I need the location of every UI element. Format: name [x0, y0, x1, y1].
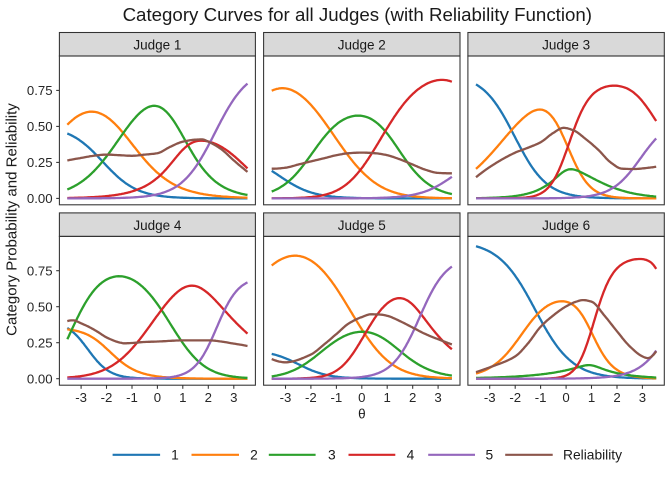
svg-text:0: 0 [154, 390, 161, 405]
svg-text:Judge 3: Judge 3 [542, 38, 590, 53]
svg-text:Judge 2: Judge 2 [338, 38, 386, 53]
svg-text:Judge 5: Judge 5 [338, 218, 386, 233]
svg-text:4: 4 [407, 447, 415, 462]
svg-text:Reliability: Reliability [563, 447, 622, 462]
svg-text:-1: -1 [535, 390, 547, 405]
svg-text:0.00: 0.00 [27, 371, 53, 386]
svg-text:2: 2 [205, 390, 212, 405]
svg-text:3: 3 [230, 390, 237, 405]
svg-text:0.25: 0.25 [27, 335, 53, 350]
svg-text:θ: θ [358, 406, 366, 421]
svg-text:1: 1 [384, 390, 391, 405]
svg-text:2: 2 [250, 447, 258, 462]
svg-text:1: 1 [171, 447, 179, 462]
svg-text:0.75: 0.75 [27, 83, 53, 98]
svg-text:0.25: 0.25 [27, 155, 53, 170]
svg-text:Judge 1: Judge 1 [133, 38, 181, 53]
svg-text:1: 1 [179, 390, 186, 405]
svg-text:3: 3 [328, 447, 336, 462]
svg-text:-3: -3 [484, 390, 496, 405]
svg-text:-2: -2 [101, 390, 113, 405]
svg-text:-3: -3 [75, 390, 87, 405]
svg-text:2: 2 [613, 390, 620, 405]
svg-text:Category Probability and Relia: Category Probability and Reliability [4, 103, 21, 336]
svg-text:1: 1 [588, 390, 595, 405]
svg-text:-1: -1 [126, 390, 138, 405]
svg-text:0.00: 0.00 [27, 191, 53, 206]
svg-text:5: 5 [485, 447, 493, 462]
svg-text:0.50: 0.50 [27, 119, 53, 134]
svg-text:-2: -2 [509, 390, 521, 405]
svg-text:Judge 4: Judge 4 [133, 218, 182, 233]
svg-text:-2: -2 [305, 390, 317, 405]
svg-text:3: 3 [434, 390, 441, 405]
svg-text:0.50: 0.50 [27, 299, 53, 314]
svg-text:-1: -1 [331, 390, 343, 405]
svg-text:0: 0 [562, 390, 569, 405]
svg-text:0: 0 [358, 390, 365, 405]
svg-text:Category Curves for all Judges: Category Curves for all Judges (with Rel… [123, 4, 592, 25]
svg-text:2: 2 [409, 390, 416, 405]
svg-text:0.75: 0.75 [27, 263, 53, 278]
svg-text:-3: -3 [280, 390, 292, 405]
svg-text:Judge 6: Judge 6 [542, 218, 590, 233]
svg-text:3: 3 [639, 390, 646, 405]
